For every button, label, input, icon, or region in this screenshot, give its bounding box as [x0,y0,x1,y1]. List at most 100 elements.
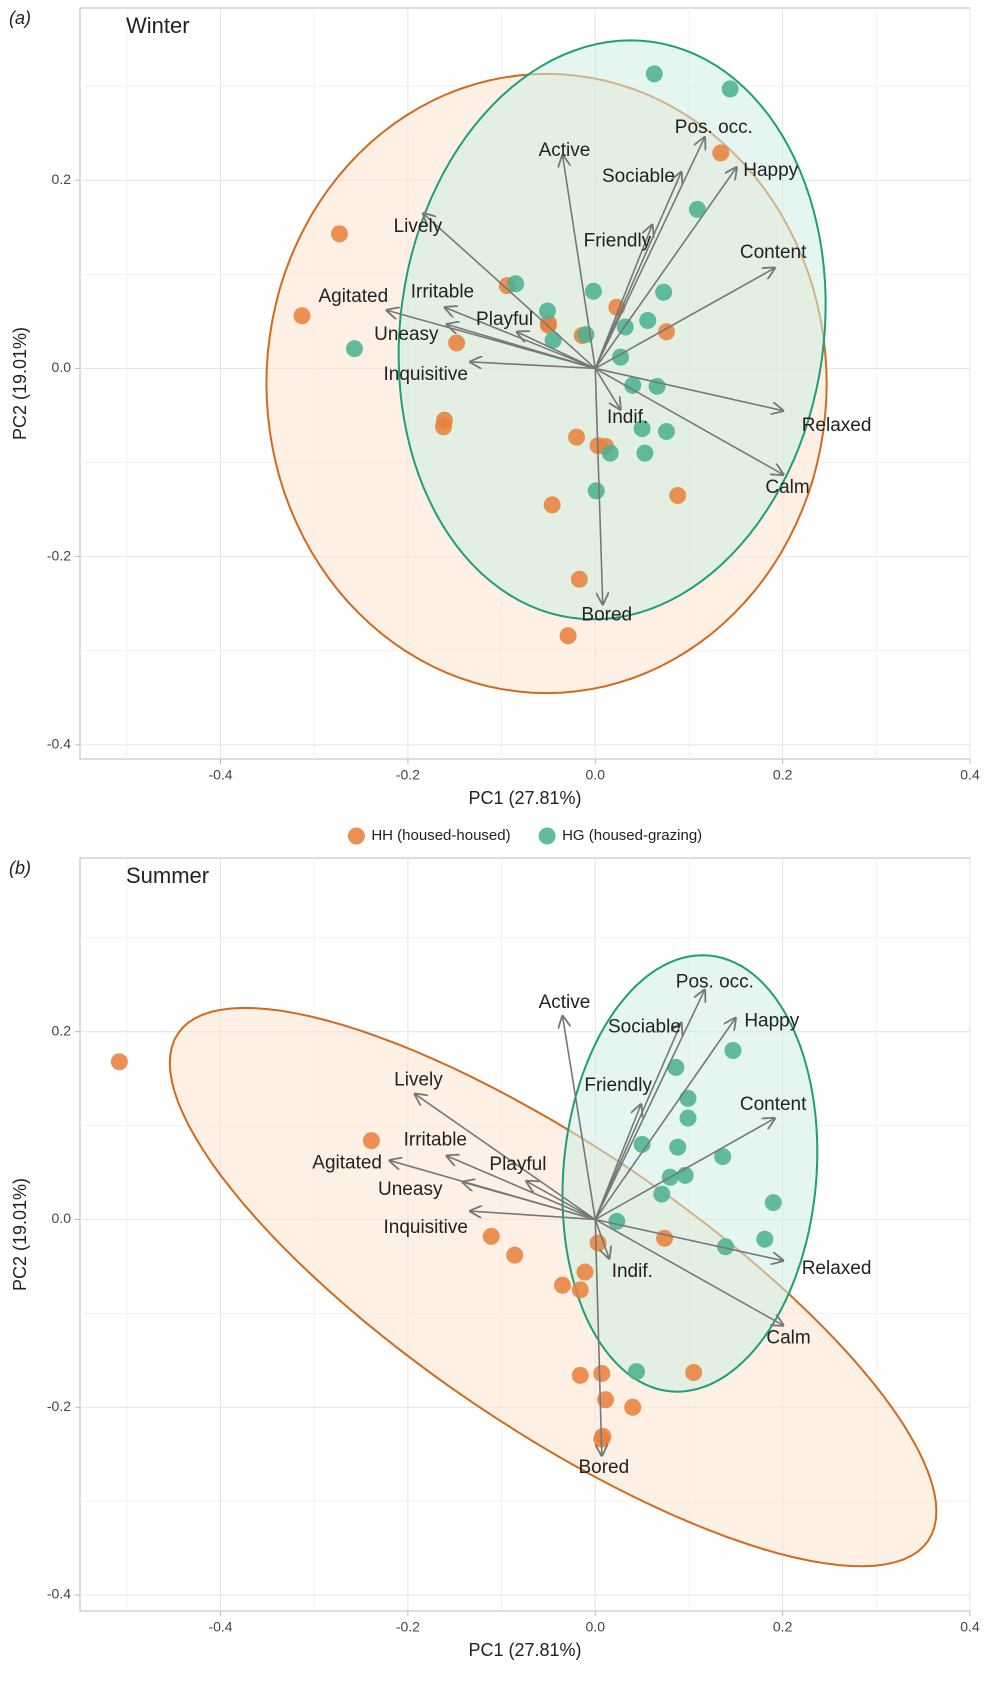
point [764,1194,782,1212]
point [624,1398,642,1416]
loading-arrow [594,367,783,474]
loading-label: Irritable [411,281,474,302]
y-tick-label: 0.2 [52,171,72,187]
point [608,1212,626,1230]
point [538,302,556,320]
loading-label: Calm [765,477,809,498]
point [544,331,562,349]
loading-arrow [462,1182,596,1221]
y-axis-title: PC2 (19.01%) [10,1178,30,1291]
loading-arrow [594,1218,783,1325]
point [110,1053,128,1071]
confidence-ellipse [168,1006,938,1568]
point [679,1109,697,1127]
point [669,1138,687,1156]
loading-label: Active [539,140,591,161]
y-tick-label: -0.2 [47,547,71,563]
point [434,418,452,436]
x-tick-label: 0.0 [586,767,606,783]
point [712,144,730,162]
y-tick-label: 0.0 [52,359,72,375]
loading-arrow [562,1016,597,1220]
loading-arrow [594,1022,681,1220]
x-tick-label: 0.2 [773,1619,793,1635]
legend-item: HH (housed-housed) [347,827,511,845]
loading-label: Happy [744,1011,799,1032]
loading-arrow [414,1094,596,1221]
panel-label: (b) [9,858,31,878]
legend-swatch [347,827,365,845]
point [571,1366,589,1384]
point [633,1135,651,1153]
point [639,311,657,329]
y-tick-label: 0.0 [52,1210,72,1226]
point [362,1132,380,1150]
loading-arrow [594,368,620,409]
loading-label: Friendly [584,1075,652,1096]
point [756,1230,774,1248]
point [601,444,619,462]
loading-arrow [594,137,705,369]
point [568,428,586,446]
point [667,1058,685,1076]
loading-label: Active [539,992,591,1013]
chart-title: Winter [126,13,190,38]
point [571,1281,589,1299]
loading-label: Playful [489,1154,546,1175]
x-tick-label: -0.2 [396,767,420,783]
x-tick-label: 0.4 [960,767,980,783]
loading-arrow [594,1118,775,1221]
loading-label: Lively [394,1070,443,1091]
x-tick-label: -0.4 [208,1619,232,1635]
loading-arrow [423,213,596,370]
loading-arrow [594,167,736,369]
loading-arrow [594,1219,609,1258]
y-tick-label: -0.2 [47,1398,71,1414]
x-axis-title: PC1 (27.81%) [468,1640,581,1660]
loading-arrow [470,1211,596,1221]
loading-arrow [526,1181,596,1221]
legend-swatch [538,827,556,845]
x-tick-label: 0.4 [960,1619,980,1635]
loading-label: Indif. [607,407,648,428]
point [507,275,525,293]
point [482,1227,500,1245]
loading-arrow [594,172,681,369]
loading-arrow [594,268,775,370]
loading-label: Sociable [602,166,675,187]
loading-arrow [595,367,783,410]
loading-label: Agitated [312,1152,382,1173]
point [688,200,706,218]
point [653,1185,671,1203]
loading-label: Agitated [318,286,388,307]
point [506,1246,524,1264]
point [716,1238,734,1256]
x-tick-label: -0.4 [208,767,232,783]
chart-title: Summer [126,863,209,888]
loading-arrow [446,324,596,370]
legend-label: HH (housed-housed) [371,827,510,844]
x-tick-label: -0.2 [396,1619,420,1635]
point [331,225,349,243]
y-tick-label: 0.2 [52,1022,72,1038]
point [714,1148,732,1166]
point [559,627,577,645]
point [553,1276,571,1294]
loading-label: Relaxed [802,415,872,436]
point [577,326,595,344]
y-tick-label: -0.4 [47,736,71,752]
point [633,420,651,438]
point [656,1229,674,1247]
point [587,482,605,500]
point [293,307,311,325]
point [593,1364,611,1382]
loading-label: Happy [743,160,798,181]
loading-label: Playful [476,309,533,330]
point [721,80,739,98]
loading-label: Indif. [612,1261,653,1282]
loading-label: Relaxed [802,1258,872,1279]
point [657,422,675,440]
point [636,444,654,462]
loading-label: Content [740,1094,807,1115]
